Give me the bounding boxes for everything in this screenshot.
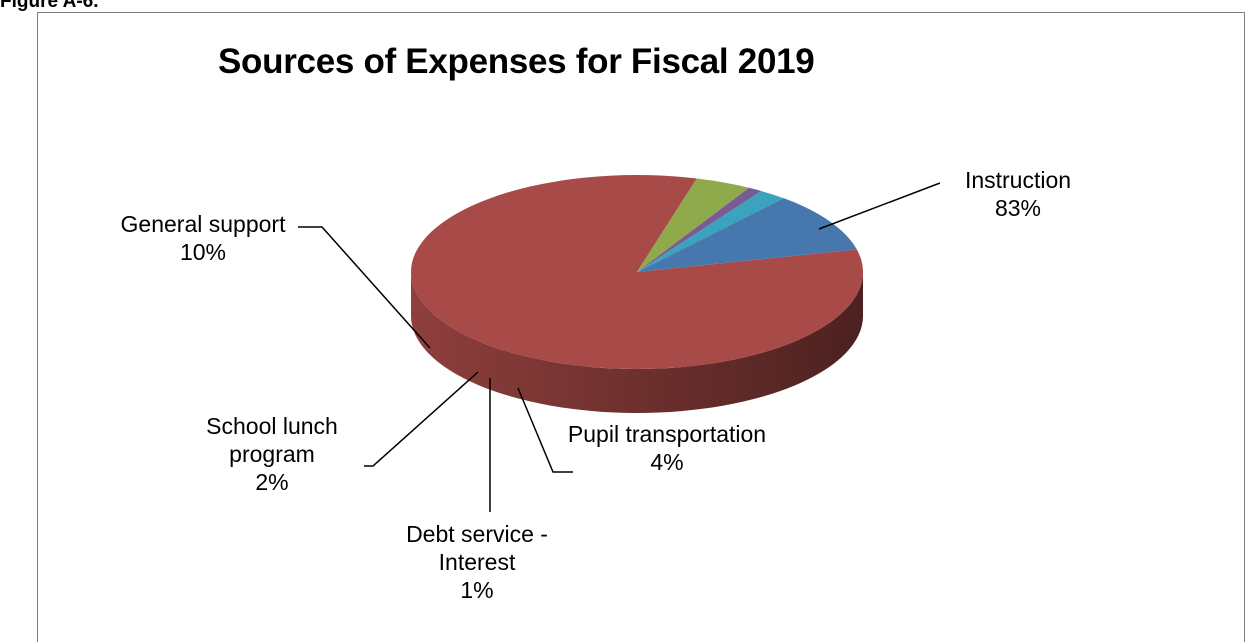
leader-school-lunch [364,371,479,467]
label-debt-service-name: Debt service - Interest [406,521,548,575]
slice-side-instruction [411,272,863,413]
label-pupil-transportation-value: 4% [650,449,684,475]
slice-debt-service-interest [637,187,762,272]
leader-general-support [298,226,431,349]
slice-school-lunch-program [637,190,784,272]
label-pupil-transportation-name: Pupil transportation [567,421,767,447]
label-instruction-value: 83% [994,195,1042,221]
label-general-support-name: General support [120,211,286,237]
slice-instruction [411,175,863,369]
label-school-lunch: School lunch program 2% [172,412,372,496]
leader-instruction [818,182,941,230]
leader-pupil-transportation [517,387,573,473]
label-instruction-name: Instruction [964,167,1072,193]
slice-general-support [637,198,857,272]
chart-frame [37,12,1245,642]
label-school-lunch-name: School lunch program [206,413,338,467]
chart-title: Sources of Expenses for Fiscal 2019 [218,42,815,81]
label-debt-service: Debt service - Interest 1% [377,520,577,604]
label-general-support-value: 10% [179,239,227,265]
label-school-lunch-value: 2% [255,469,289,495]
figure-label: Figure A-6. [0,0,99,12]
label-general-support: General support 10% [121,210,286,266]
label-debt-service-value: 1% [460,577,494,603]
label-pupil-transportation: Pupil transportation 4% [567,420,767,476]
slice-pupil-transportation [637,178,750,272]
label-instruction: Instruction 83% [965,166,1071,222]
